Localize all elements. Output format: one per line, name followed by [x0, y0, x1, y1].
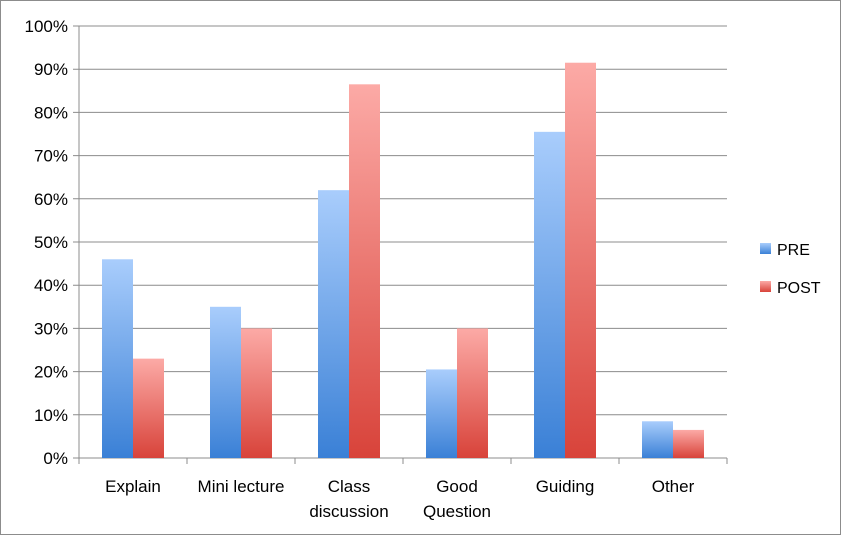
y-tick-label: 90% — [34, 60, 68, 79]
x-tick-label: Good Question — [423, 477, 491, 521]
y-tick-label: 0% — [43, 449, 68, 468]
x-tick-labels: Explain Mini lecture Class discussion Good Qu… — [105, 477, 694, 521]
bar-pre — [534, 131, 565, 458]
legend-swatch-post — [760, 281, 771, 292]
legend-label-pre: PRE — [777, 242, 810, 259]
x-tick-label: Explain — [105, 477, 161, 496]
bar-pre — [642, 421, 673, 458]
bar-post — [241, 328, 272, 458]
bar-pre — [318, 190, 349, 458]
y-tick-label: 50% — [34, 233, 68, 252]
legend-label-post: POST — [777, 280, 821, 297]
y-tick-label: 60% — [34, 190, 68, 209]
bar-post — [133, 358, 164, 458]
x-tick-label: Mini lecture — [198, 477, 285, 496]
bar-pre — [426, 369, 457, 458]
bar-post — [349, 84, 380, 458]
bar-pre — [102, 259, 133, 458]
y-tick-label: 30% — [34, 319, 68, 338]
bar-post — [565, 62, 596, 458]
y-tick-label: 100% — [25, 17, 68, 36]
y-tick-label: 80% — [34, 103, 68, 122]
x-tick-label: Other — [652, 477, 695, 496]
x-tick-label: Guiding — [536, 477, 595, 496]
bar-post — [673, 429, 704, 458]
y-tick-label: 40% — [34, 276, 68, 295]
axes — [78, 26, 728, 464]
y-tick-label: 10% — [34, 406, 68, 425]
legend: PRE POST — [760, 242, 821, 297]
y-tick-labels: 0% 10% 20% 30% 40% 50% 60% 70% 80% 90% 100% — [25, 17, 68, 468]
y-tick-label: 20% — [34, 363, 68, 382]
y-tick-label: 70% — [34, 147, 68, 166]
bar-post — [457, 328, 488, 458]
legend-swatch-pre — [760, 243, 771, 254]
x-tick-label: Class discussion — [309, 477, 388, 521]
bar-pre — [210, 306, 241, 458]
gridlines — [73, 25, 727, 459]
bars — [102, 62, 704, 458]
